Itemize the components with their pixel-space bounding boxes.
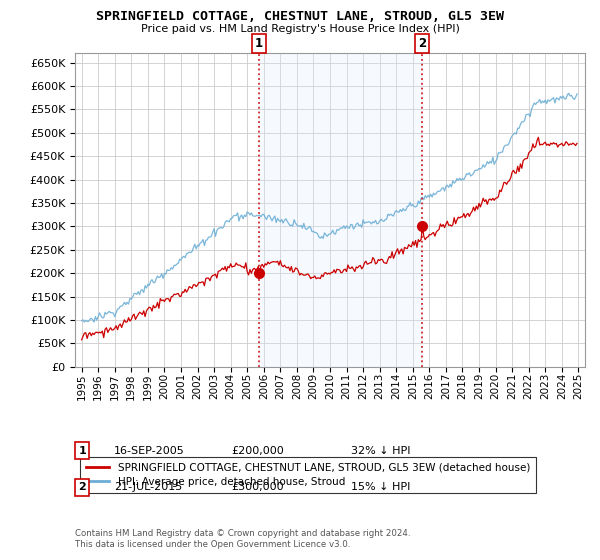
Text: Contains HM Land Registry data © Crown copyright and database right 2024.
This d: Contains HM Land Registry data © Crown c… [75, 529, 410, 549]
Bar [259, 53, 422, 367]
Text: 2: 2 [79, 482, 86, 492]
Text: £300,000: £300,000 [231, 482, 284, 492]
Legend: SPRINGFIELD COTTAGE, CHESTNUT LANE, STROUD, GL5 3EW (detached house), HPI: Avera: SPRINGFIELD COTTAGE, CHESTNUT LANE, STRO… [80, 457, 536, 493]
Text: 1: 1 [255, 37, 263, 50]
Text: 21-JUL-2015: 21-JUL-2015 [114, 482, 182, 492]
Text: SPRINGFIELD COTTAGE, CHESTNUT LANE, STROUD, GL5 3EW: SPRINGFIELD COTTAGE, CHESTNUT LANE, STRO… [96, 10, 504, 23]
Text: 2: 2 [418, 37, 426, 50]
Text: 1: 1 [79, 446, 86, 456]
Text: 32% ↓ HPI: 32% ↓ HPI [351, 446, 410, 456]
Text: 15% ↓ HPI: 15% ↓ HPI [351, 482, 410, 492]
Text: 16-SEP-2005: 16-SEP-2005 [114, 446, 185, 456]
Text: Price paid vs. HM Land Registry's House Price Index (HPI): Price paid vs. HM Land Registry's House … [140, 24, 460, 34]
Text: £200,000: £200,000 [231, 446, 284, 456]
